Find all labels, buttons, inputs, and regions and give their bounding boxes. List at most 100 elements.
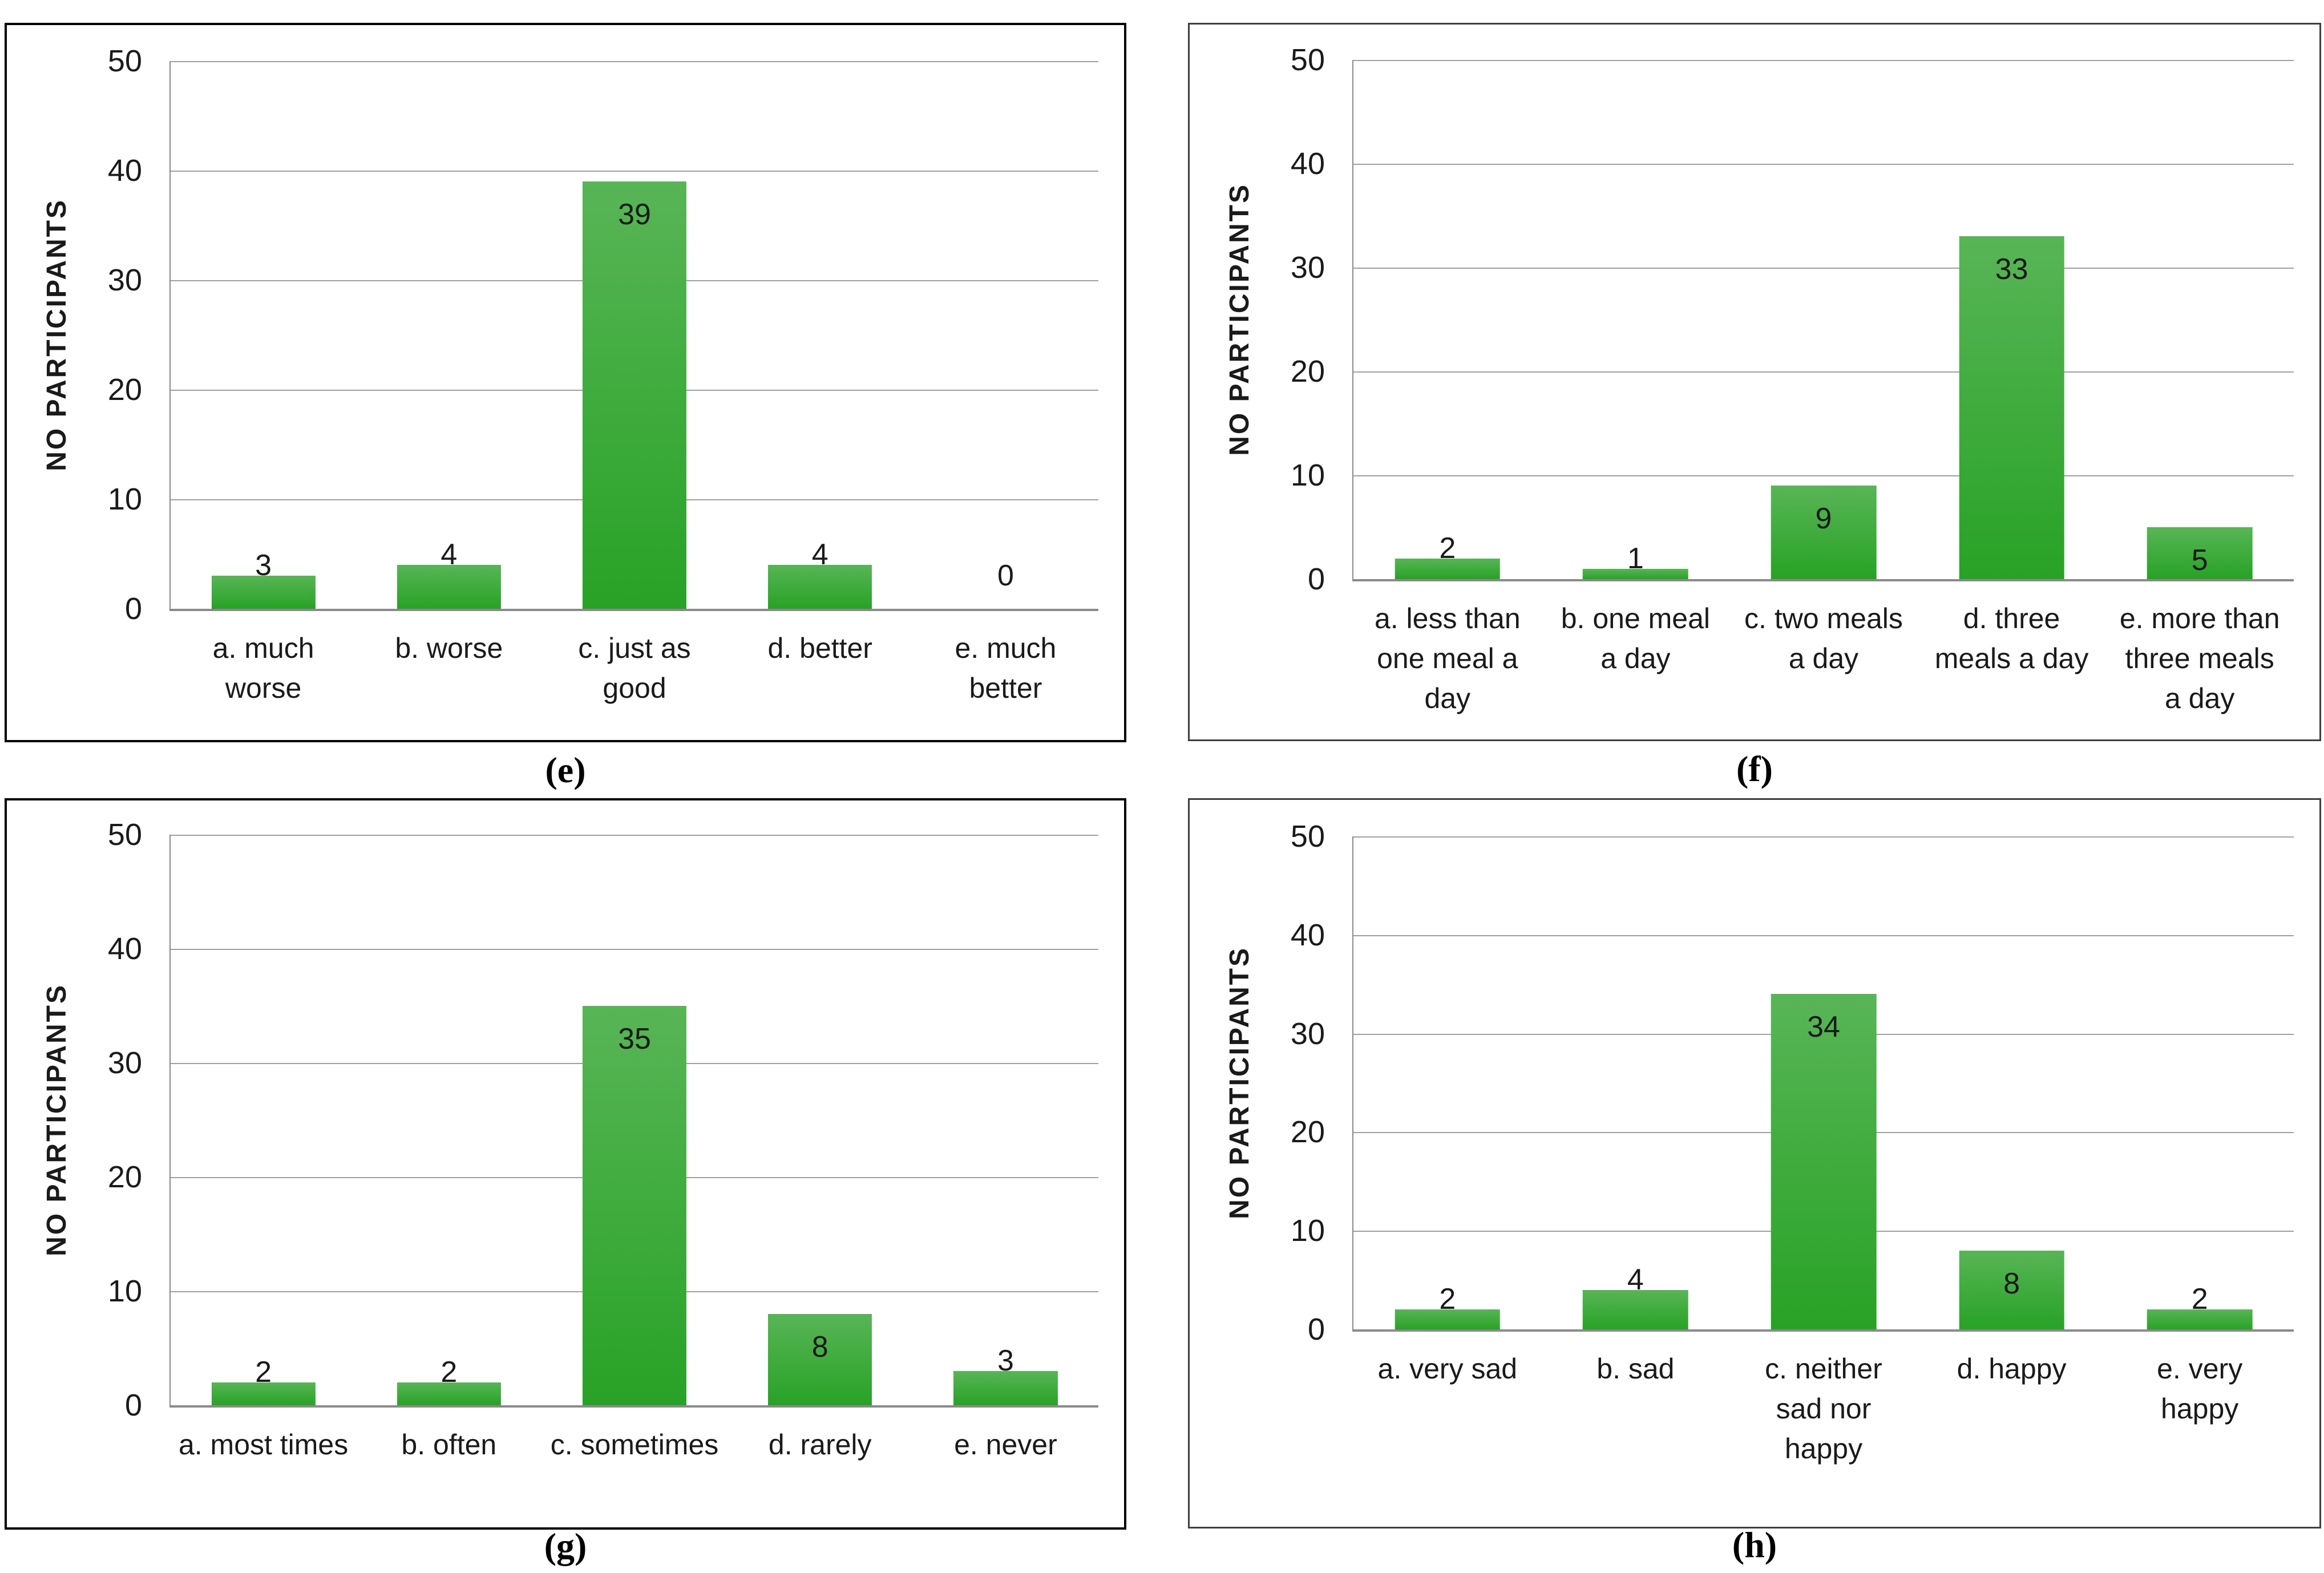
y-axis-tick: 0 <box>124 1388 142 1422</box>
bar-value-label: 8 <box>2003 1267 2020 1300</box>
bars-row: 2 1 9 33 5 <box>1353 60 2294 579</box>
bar-b <box>1583 1289 1688 1329</box>
bar-value-label: 2 <box>440 1356 458 1389</box>
bar-value-label: 2 <box>255 1356 272 1389</box>
y-axis-tick: 0 <box>1307 562 1325 596</box>
category-label: a. most times <box>178 1429 349 1461</box>
bar-b <box>397 565 501 609</box>
category-label: e. never <box>954 1429 1057 1461</box>
plot-area: 2 2 35 8 3 a. most times b. often c. sometimes d… <box>169 835 1098 1461</box>
category-slot: 2 <box>2105 836 2294 1329</box>
bar-d: 8 <box>768 1314 872 1405</box>
y-axis-tick: 10 <box>107 482 142 516</box>
bar-value-label: 4 <box>811 538 828 572</box>
category-label: c. neither sad nor happy <box>1765 1353 1882 1465</box>
category-slot: 5 <box>2105 60 2294 579</box>
y-axis-tick: 40 <box>1290 917 1325 952</box>
y-axis-tick: 10 <box>1290 458 1325 492</box>
category-slot: 8 <box>1918 836 2106 1329</box>
bar-d: 33 <box>1959 236 2064 579</box>
category-label: e. very happy <box>2157 1353 2243 1425</box>
gridline <box>1353 475 2294 476</box>
bar-value-label: 33 <box>1995 253 2028 286</box>
bar-value-label: 8 <box>811 1331 828 1364</box>
figure-g: NO PARTICIPANTS 0 10 20 30 40 50 2 2 35 8 3 a. most … <box>5 798 1126 1566</box>
category-label: a. less than one meal a day <box>1374 602 1521 714</box>
category-slot: 3 <box>171 61 356 609</box>
category-slot: 2 <box>1353 836 1542 1329</box>
y-axis-tick: 40 <box>1290 147 1325 181</box>
category-slot: 2 <box>171 835 356 1405</box>
y-axis-tick: 0 <box>1307 1312 1325 1346</box>
bar-value-label: 35 <box>618 1022 651 1056</box>
bar-value-label: 34 <box>1807 1010 1840 1044</box>
bar-a <box>1395 558 1501 579</box>
y-axis-tick: 30 <box>107 1046 142 1080</box>
category-label: d. rarely <box>768 1429 872 1461</box>
category-slot: 2 <box>356 835 541 1405</box>
bars-row: 3 4 39 4 0 <box>171 61 1098 609</box>
chart-panel-g: NO PARTICIPANTS 0 10 20 30 40 50 2 2 35 8 3 a. most … <box>5 798 1126 1530</box>
y-axis-tick: 40 <box>107 153 142 188</box>
bar-c: 9 <box>1771 486 1877 579</box>
category-slot: 4 <box>727 61 913 609</box>
bar-value-label: 4 <box>440 538 458 572</box>
y-axis-tick: 20 <box>1290 1115 1325 1150</box>
category-label: d. three meals a day <box>1934 602 2089 674</box>
bar-value-label: 5 <box>2191 544 2208 577</box>
category-label: c. two meals a day <box>1744 602 1903 674</box>
bar-value-label: 2 <box>1439 1283 1456 1316</box>
bar-b <box>1583 568 1688 579</box>
bar-value-label: 3 <box>255 549 272 583</box>
bar-a <box>211 576 316 609</box>
category-label: b. often <box>401 1429 497 1461</box>
gridline <box>1353 60 2294 61</box>
bar-value-label: 3 <box>997 1344 1014 1377</box>
category-label: b. worse <box>395 632 503 664</box>
category-slot: 4 <box>356 61 541 609</box>
category-labels: a. very sad b. sad c. neither sad nor happ… <box>1353 1349 2294 1469</box>
y-axis-ticks: 0 10 20 30 40 50 <box>1190 821 1325 1345</box>
y-axis-ticks: 0 10 20 30 40 50 <box>7 819 142 1421</box>
gridline <box>1353 836 2294 838</box>
category-slot: 2 <box>1353 60 1542 579</box>
bar-c: 34 <box>1771 994 1877 1329</box>
figure-caption-f: (f) <box>1736 749 1773 789</box>
gridline <box>171 171 1098 172</box>
figure-h: NO PARTICIPANTS 0 10 20 30 40 50 2 4 34 8 2 a. very … <box>1188 798 2321 1565</box>
gridline <box>171 949 1098 950</box>
figure-caption-h: (h) <box>1732 1525 1777 1565</box>
category-label: b. one meal a day <box>1561 602 1711 674</box>
category-labels: a. most times b. often c. sometimes d. rare… <box>171 1425 1098 1465</box>
category-labels: a. much worse b. worse c. just as good d. b… <box>171 628 1098 708</box>
category-labels: a. less than one meal a day b. one meal a… <box>1353 599 2294 718</box>
bar-value-label: 0 <box>997 559 1014 592</box>
bar-value-label: 2 <box>1439 531 1456 565</box>
y-axis-tick: 30 <box>1290 250 1325 285</box>
y-axis-tick: 20 <box>107 1160 142 1194</box>
bar-a <box>1395 1309 1501 1329</box>
gridline <box>1353 164 2294 165</box>
y-axis-tick: 40 <box>107 932 142 966</box>
y-axis-tick: 20 <box>107 373 142 407</box>
figure-f: NO PARTICIPANTS 0 10 20 30 40 50 2 1 9 33 5 a. less … <box>1188 23 2321 798</box>
bar-d: 8 <box>1959 1250 2064 1329</box>
bar-d <box>768 565 872 609</box>
bar-value-label: 1 <box>1627 541 1644 575</box>
category-label: e. more than three meals a day <box>2119 602 2280 714</box>
figure-caption-g: (g) <box>544 1526 587 1566</box>
bars-row: 2 2 35 8 3 <box>171 835 1098 1405</box>
y-axis-tick: 20 <box>1290 354 1325 389</box>
category-label: d. happy <box>1957 1353 2067 1385</box>
category-slot: 33 <box>1918 60 2106 579</box>
category-label: a. much worse <box>212 632 314 704</box>
y-axis-tick: 50 <box>107 44 142 78</box>
category-slot: 4 <box>1542 836 1730 1329</box>
plot-area: 2 1 9 33 5 a. less than one meal a day b. one … <box>1352 60 2294 714</box>
y-axis-tick: 50 <box>1290 819 1325 854</box>
figure-e: NO PARTICIPANTS 0 10 20 30 40 50 3 4 39 4 0 a. much … <box>5 23 1126 798</box>
y-axis-tick: 50 <box>107 818 142 852</box>
y-axis-tick: 30 <box>1290 1016 1325 1051</box>
bar-c: 35 <box>582 1006 687 1405</box>
